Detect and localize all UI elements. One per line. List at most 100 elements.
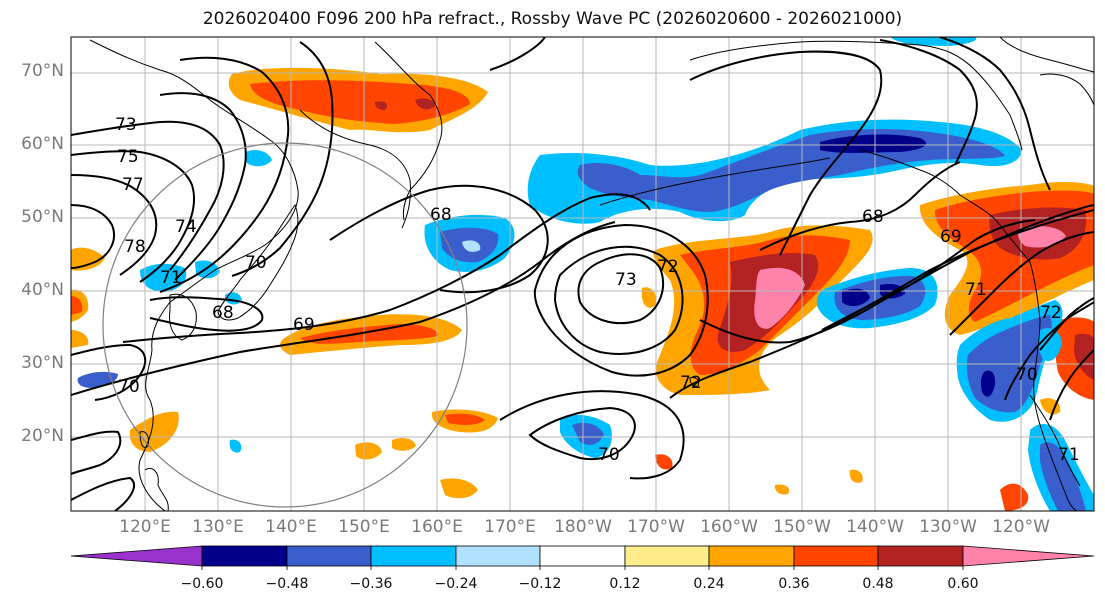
contour-label: 71 <box>160 268 182 288</box>
lon-label: 120°W <box>992 517 1050 537</box>
coast-philippines <box>144 467 169 511</box>
contour-label: 72 <box>1040 303 1062 323</box>
coast-north-america <box>1029 261 1079 511</box>
contour-68-north <box>939 37 1051 191</box>
lon-label: 120°E <box>119 517 171 537</box>
colorbar-extend-high <box>962 545 1095 567</box>
shade-sw-2 <box>71 247 105 271</box>
contour-label: 70 <box>598 445 620 465</box>
contour-label: 77 <box>122 175 144 195</box>
shade-kamchatka-south-light <box>462 240 481 252</box>
lon-label: 170°W <box>627 517 685 537</box>
lon-label: 150°E <box>338 517 390 537</box>
shade-west-pacific-3 <box>392 438 416 451</box>
shade-gulf-mexico-dark <box>1074 333 1094 380</box>
shade-pacific-east-pink <box>754 267 805 329</box>
contour-70-subtrop <box>499 390 685 480</box>
contour-73-west <box>71 120 225 271</box>
contour-68-east <box>759 161 961 251</box>
colorbar-bin <box>539 545 626 567</box>
shade-ne-2 <box>774 484 790 495</box>
contour-low-left <box>71 430 122 475</box>
lat-label: 20°N <box>21 426 64 446</box>
contour-label: 68 <box>212 303 234 323</box>
contour-70-pacific <box>528 406 636 460</box>
colorbar-bin <box>370 545 457 567</box>
shade-sw-4 <box>71 330 89 348</box>
contour-label: 70 <box>245 253 267 273</box>
colorbar-bin <box>286 545 372 567</box>
shade-japan-sea <box>140 263 187 292</box>
shade-rockies-pink <box>1017 226 1066 248</box>
shade-japan-sea-2 <box>195 260 220 279</box>
lat-label: 30°N <box>21 353 64 373</box>
colorbar-tick-label: −0.60 <box>180 576 224 592</box>
coast-alaska <box>689 40 1023 151</box>
shade-sw-1 <box>129 411 179 452</box>
contour-68-japan <box>149 296 264 332</box>
shading-layer <box>71 37 1094 511</box>
lat-label: 40°N <box>21 280 64 300</box>
colorbar-bin <box>877 545 964 567</box>
contour-alaska-ridge <box>689 50 883 256</box>
contour-label: 75 <box>117 147 139 167</box>
contour-label: 68 <box>430 205 452 225</box>
contour-78-west <box>71 204 115 269</box>
lat-label: 60°N <box>21 134 64 154</box>
map-title: 2026020400 F096 200 hPa refract., Rossby… <box>202 9 903 29</box>
shade-okhotsk-west <box>245 150 272 167</box>
contour-label: 72 <box>680 373 702 393</box>
contour-bottom-left <box>71 476 135 511</box>
contour-label: 70 <box>118 377 140 397</box>
lon-label: 180°W <box>554 517 612 537</box>
shade-sw-3-core <box>71 296 83 315</box>
contour-label: 70 <box>1016 365 1038 385</box>
lon-label: 140°E <box>265 517 317 537</box>
shade-kuroshio-core <box>300 324 439 344</box>
contour-label: 68 <box>862 207 884 227</box>
colorbar-tick-label: 0.24 <box>693 576 725 592</box>
colorbar-tick-label: 0.12 <box>609 576 641 592</box>
contour-77-west <box>71 174 158 276</box>
shade-hawaii-3 <box>740 374 761 392</box>
shade-west-pacific-4 <box>440 478 478 499</box>
contour-75-west <box>71 150 196 283</box>
colorbar-tick-label: 0.36 <box>778 576 810 592</box>
lon-label: 130°W <box>919 517 977 537</box>
lon-label: 170°E <box>484 517 536 537</box>
colorbar-tick-label: 0.48 <box>862 576 894 592</box>
shade-okhotsk-max2 <box>374 101 387 110</box>
shade-california-dark <box>980 370 996 397</box>
contour-label: 74 <box>175 217 197 237</box>
shade-hawaii-1 <box>641 287 657 308</box>
contour-71-west <box>159 56 290 293</box>
contour-71-ca2 <box>1049 349 1094 421</box>
coast-baja <box>1029 394 1081 487</box>
contour-70-ca <box>1004 301 1094 401</box>
lat-label: 70°N <box>21 61 64 81</box>
contour-label: 73 <box>115 115 137 135</box>
shade-alaska-top <box>890 37 977 46</box>
contour-69-jet <box>122 193 651 343</box>
contour-70-west <box>231 41 334 277</box>
shade-west-pacific-1-core <box>445 413 485 425</box>
colorbar-tick-label: −0.24 <box>434 576 478 592</box>
coast-arctic <box>999 37 1094 73</box>
coast-aleutians <box>599 157 831 206</box>
coast-canada-islands <box>1039 73 1094 106</box>
lon-label: 140°W <box>846 517 904 537</box>
colorbar-tick-label: −0.48 <box>265 576 309 592</box>
colorbar-tick-label: 0.60 <box>947 576 979 592</box>
coast-taiwan <box>139 431 149 448</box>
graticule <box>71 37 1094 511</box>
shade-subtrop-pac-core <box>572 422 604 445</box>
colorbar-bin <box>793 545 879 567</box>
lon-label: 160°W <box>700 517 758 537</box>
contour-label: 72 <box>657 257 679 277</box>
contour-label: 73 <box>615 270 637 290</box>
coast-japan <box>217 203 299 321</box>
contour-70-sea <box>71 343 147 401</box>
contour-69-rockies <box>821 219 1036 331</box>
shade-okhotsk-max <box>415 98 435 110</box>
